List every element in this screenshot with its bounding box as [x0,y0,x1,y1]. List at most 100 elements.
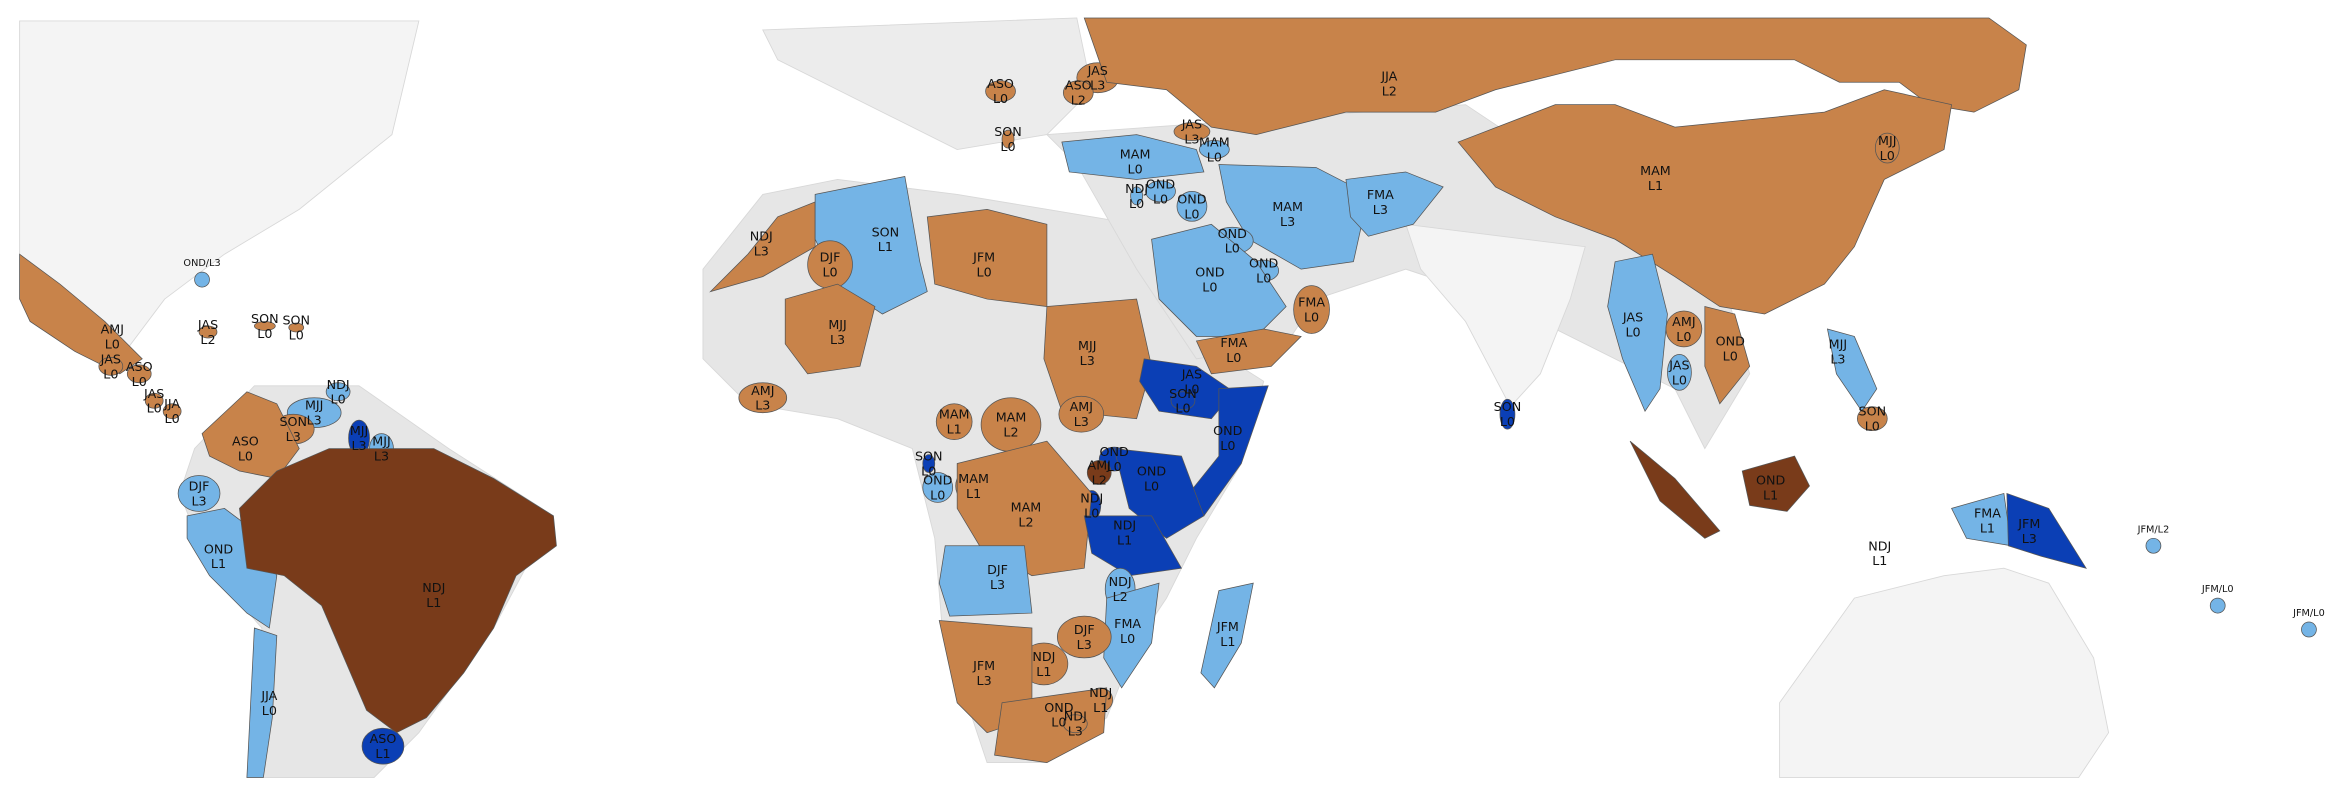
region-label: OND L1 [1756,472,1786,502]
region-label: ASO L1 [370,731,397,761]
label-line: SON [1859,404,1887,419]
region [1741,455,1810,512]
region-marker [2301,621,2317,638]
region-label: NDJ L0 [1125,181,1148,211]
label-line: L0 [1084,505,1099,520]
label-line: L0 [147,401,162,416]
label-line: NDJ [750,229,773,244]
region-marker [194,271,210,288]
label-line: L0 [165,411,180,426]
region-label: JFM/L0 [2292,608,2325,619]
label-line: L1 [1648,178,1663,193]
label-line: JFM [2017,516,2040,531]
region [1704,306,1751,405]
label-line: L0 [257,326,272,341]
region [956,440,1093,577]
region-label: AMJ L2 [1088,458,1111,488]
region-label: MAM L0 [1120,147,1151,177]
region [1001,129,1015,149]
region-label: OND L0 [1218,226,1248,256]
region-label: OND L0 [1100,444,1130,474]
region [938,545,1033,617]
region [1113,448,1205,539]
label-line: AMJ [1070,399,1093,414]
label-line: NDJ [327,377,350,392]
label-line: JAS [1087,63,1108,78]
region [1874,132,1900,164]
label-line: L0 [1144,478,1159,493]
label-line: AMJ [1672,314,1695,329]
region-label: JAS L3 [1181,117,1202,147]
label-line: L0 [1129,196,1144,211]
label-line: OND [1756,472,1786,487]
label-line: L1 [375,746,390,761]
label-line: L0 [331,392,346,407]
region-label: AMJ L3 [751,383,774,413]
label-line: L0 [930,487,945,502]
label-line: NDJ [1868,538,1891,553]
region-label: NDJ L1 [1113,517,1136,547]
region [198,325,218,339]
region-label: SON L0 [282,312,310,342]
region [1062,80,1094,106]
label-line: SON [994,124,1022,139]
region [1457,89,1952,315]
label-line: FMA [1220,335,1247,350]
region [1856,406,1888,432]
label-line: L3 [1074,414,1089,429]
label-line: L1 [1093,700,1108,715]
label-line: OND [1213,423,1243,438]
region [1293,285,1330,334]
region-label: SON L0 [1169,386,1197,416]
label-line: L0 [1676,329,1691,344]
label-line: NDJ [1109,574,1132,589]
europe [762,17,1093,150]
label-line: L1 [1117,532,1132,547]
region-label: OND/L3 [183,258,220,269]
region [1607,253,1668,412]
india [1405,223,1586,408]
label-line: L0 [1723,348,1738,363]
region-label: SON L0 [994,124,1022,154]
region-label: OND L0 [1146,176,1176,206]
region-label: AMJ L0 [101,321,124,351]
label-line: L1 [947,422,962,437]
region [246,627,278,778]
label-line: JAS [197,317,218,332]
region [784,283,876,375]
label-line: JAS [1181,117,1202,132]
region-label: SON L0 [1494,399,1522,429]
label-line: L1 [1036,664,1051,679]
label-line: L0 [1304,309,1319,324]
label-line: L3 [1184,132,1199,147]
region-label: ASO L0 [987,76,1014,106]
region-label: SON L0 [1859,404,1887,434]
region-label: MAM L1 [939,407,970,437]
label-line: L1 [966,486,981,501]
label-line: JJA [1380,69,1397,84]
region [361,727,405,765]
region-label: JAS L3 [1087,63,1108,93]
label-line: DJF [189,478,210,493]
region [254,321,276,331]
label-line: L0 [238,449,253,464]
label-line: SON [1494,399,1522,414]
label-line: OND [1249,256,1279,271]
label-line: L3 [286,429,301,444]
label-line: L3 [1090,78,1105,93]
label-line: NDJ [1032,649,1055,664]
label-line: OND [1177,191,1207,206]
label-line: JAS [1181,366,1202,381]
label-line: NDJ [1064,709,1087,724]
region-label: OND L0 [1195,265,1225,295]
label-line: OND [1716,333,1746,348]
region-label: OND L0 [923,472,953,502]
label-line: L0 [262,703,277,718]
label-line: AMJ [751,383,774,398]
region [922,454,936,473]
region [1199,140,1230,159]
label-line: MJJ [350,423,368,438]
region-label: JAS L0 [100,351,121,381]
region-label: AMJ L0 [1672,314,1695,344]
label-line: L2 [1113,589,1128,604]
